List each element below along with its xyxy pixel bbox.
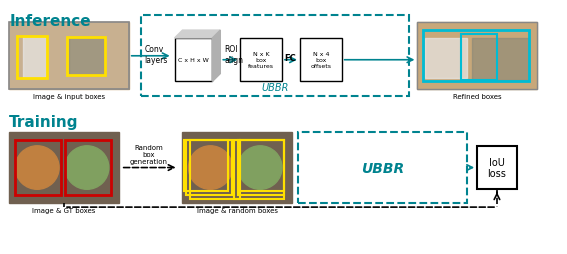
Circle shape — [188, 146, 232, 189]
Text: Training: Training — [9, 115, 79, 130]
Circle shape — [65, 146, 109, 189]
Polygon shape — [69, 38, 105, 75]
Polygon shape — [213, 31, 221, 82]
Bar — [9, 132, 119, 203]
Text: Refined boxes: Refined boxes — [452, 94, 501, 100]
FancyBboxPatch shape — [240, 39, 282, 82]
Bar — [18, 37, 47, 78]
Text: Inference: Inference — [9, 14, 91, 29]
Polygon shape — [472, 39, 529, 80]
Bar — [234, 140, 284, 199]
FancyBboxPatch shape — [477, 146, 517, 189]
Text: ROI
align: ROI align — [225, 45, 243, 64]
Text: N x K
box
features: N x K box features — [248, 52, 274, 69]
Text: UBBR: UBBR — [361, 161, 404, 175]
Text: Image & GT boxes: Image & GT boxes — [32, 207, 96, 213]
Polygon shape — [175, 31, 221, 39]
Bar — [183, 132, 292, 203]
Bar — [238, 140, 284, 196]
Text: IoU
loss: IoU loss — [488, 157, 506, 179]
Bar — [9, 23, 129, 90]
Text: UBBR: UBBR — [261, 83, 289, 93]
Bar — [67, 38, 105, 75]
Polygon shape — [425, 39, 467, 78]
Bar — [424, 31, 529, 82]
Circle shape — [15, 146, 59, 189]
Bar — [191, 140, 240, 199]
Bar — [184, 140, 229, 192]
Text: Image & input boxes: Image & input boxes — [33, 94, 105, 100]
Bar — [15, 140, 61, 196]
Text: FC: FC — [284, 54, 296, 63]
FancyBboxPatch shape — [300, 39, 342, 82]
FancyBboxPatch shape — [9, 23, 129, 90]
Text: Conv
layers: Conv layers — [145, 45, 168, 64]
FancyBboxPatch shape — [175, 39, 213, 82]
Bar — [417, 23, 537, 90]
Bar — [240, 140, 284, 192]
Bar — [187, 140, 232, 196]
Bar — [461, 35, 497, 80]
Text: Image & random boxes: Image & random boxes — [197, 207, 278, 213]
Bar — [65, 140, 111, 196]
Text: C x H x W: C x H x W — [178, 58, 209, 63]
Text: N x 4
box
offsets: N x 4 box offsets — [310, 52, 331, 69]
Text: Random
box
generation: Random box generation — [130, 144, 168, 164]
FancyBboxPatch shape — [417, 23, 537, 90]
Polygon shape — [23, 37, 47, 78]
Circle shape — [238, 146, 282, 189]
